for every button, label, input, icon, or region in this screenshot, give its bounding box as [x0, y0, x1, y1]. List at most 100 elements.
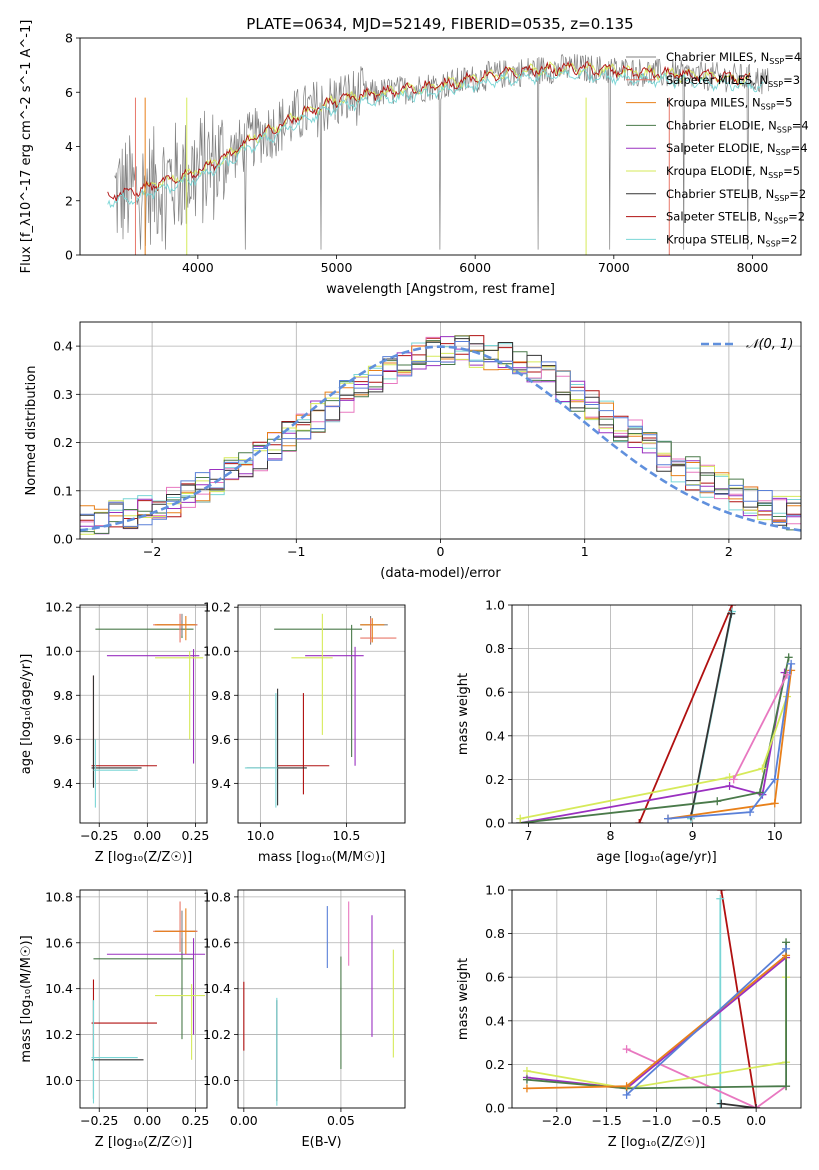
model-line-salpeter-stelib [107, 60, 751, 202]
legend-subscript: SSP [768, 171, 783, 180]
legend-subscript: SSP [769, 57, 784, 66]
x-tick-label: −0.25 [80, 828, 118, 843]
y-axis-label: mass weight [456, 958, 471, 1040]
y-tick-label: 2 [65, 193, 73, 208]
y-tick-label: 9.8 [211, 688, 231, 703]
x-tick-label: 10.0 [246, 828, 274, 843]
legend-entry: Salpeter MILES, NSSP=3 [666, 73, 800, 89]
x-tick-label: 9 [689, 828, 697, 843]
panel-spectrum: 4000 5000 6000 7000 8000 0 2 4 6 8 wavelength [Ang… [19, 20, 809, 297]
legend-entry: Salpeter STELIB, NSSP=2 [666, 210, 805, 226]
y-tick-label: 10.6 [45, 935, 73, 950]
legend-count: =4 [791, 141, 808, 155]
legend-entry: Kroupa STELIB, NSSP=2 [666, 232, 797, 248]
x-tick-label: 0.00 [133, 1113, 161, 1128]
legend-count: =5 [783, 164, 800, 178]
x-tick-label: 0.0 [746, 1113, 766, 1128]
legend-entry: 𝒩(0, 1) [746, 337, 793, 352]
y-tick-label: 0.3 [53, 387, 73, 402]
plot-area-EBV-mass [243, 901, 394, 1106]
y-tick-label: 10.2 [45, 1027, 73, 1042]
grid-Z-age [80, 605, 207, 823]
plot-area-age-weight [516, 605, 796, 823]
y-tick-label: 9.4 [211, 776, 231, 791]
y-axis-label: Flux [f_λ10^-17 erg cm^-2 s^-1 A^-1] [19, 20, 34, 274]
x-axis-label: Z [log₁₀(Z/Z☉)] [608, 1135, 705, 1150]
panel-age-weight: 7 8 9 10 0.0 0.2 0.4 0.6 0.8 1.0 age [log₁₀(age/yr… [456, 598, 802, 865]
panel-EBV-mass: 0.00 0.05 10.0 10.2 10.4 10.6 10.8 E(B-V) [203, 889, 406, 1150]
y-tick-label: 9.6 [211, 732, 231, 747]
legend-count: =5 [776, 96, 793, 110]
legend-entry: Chabrier STELIB, NSSP=2 [666, 187, 806, 203]
axes-frame [79, 604, 208, 824]
y-tick-label: 8 [65, 31, 73, 46]
legend-entry: Chabrier ELODIE, NSSP=4 [666, 118, 809, 134]
y-tick-label: 0.8 [485, 641, 505, 656]
y-axis-label: mass weight [456, 673, 471, 755]
weight-line-7 [625, 948, 787, 1096]
x-tick-label: 2 [725, 544, 733, 559]
y-tick-label: 0.2 [485, 772, 505, 787]
x-tick-label: 0.25 [182, 828, 210, 843]
panel-Z-age: −0.25 0.00 0.25 9.4 9.6 9.8 10.0 10.2 Z [log₁₀(Z… [19, 600, 209, 865]
x-axis-label: (data-model)/error [380, 566, 501, 581]
y-tick-label: 4 [65, 139, 73, 154]
grid-age-weight [512, 604, 801, 824]
y-tick-label: 0.6 [485, 685, 505, 700]
y-tick-label: 0.2 [53, 435, 73, 450]
y-tick-label: 10.0 [203, 644, 231, 659]
weight-line-8 [721, 1102, 757, 1108]
legend-entry: Kroupa MILES, NSSP=5 [666, 96, 792, 112]
y-axis-label: Normed distribution [24, 366, 39, 496]
weight-line-2 [626, 1048, 787, 1108]
y-tick-label: 9.6 [53, 732, 73, 747]
legend-count: =2 [788, 210, 805, 224]
y-tick-label: 0.0 [485, 816, 505, 831]
y-tick-label: 10.2 [203, 600, 231, 615]
axes-frame [237, 604, 406, 824]
x-tick-label: 7 [524, 828, 532, 843]
x-tick-label: 0.05 [327, 1113, 355, 1128]
figure-title: PLATE=0634, MJD=52149, FIBERID=0535, z=0… [246, 15, 633, 33]
x-tick-label: 0.00 [133, 828, 161, 843]
x-tick-label: 7000 [598, 260, 630, 275]
x-tick-label: 0.25 [182, 1113, 210, 1128]
spectrum-data-line [114, 53, 769, 250]
weight-line-8 [732, 674, 788, 780]
y-tick-label: 0.1 [53, 483, 73, 498]
legend-count: =2 [781, 232, 798, 246]
axes-frame [79, 321, 802, 540]
plot-area-spectrum [107, 53, 769, 255]
y-tick-label: 0.6 [485, 970, 505, 985]
x-tick-label: −1.5 [591, 1113, 621, 1128]
x-tick-label: 10 [767, 828, 783, 843]
panel-Z-weight: −2.0 −1.5 −1.0 −0.5 0.0 0.0 0.2 0.4 0.6 0.8 1.0 Z [… [456, 883, 802, 1150]
normal-curve [80, 345, 801, 532]
histogram-8 [80, 341, 801, 528]
x-tick-label: 4000 [182, 260, 214, 275]
legend-entry: Kroupa ELODIE, NSSP=5 [666, 164, 800, 180]
legend-entry: Salpeter ELODIE, NSSP=4 [666, 141, 808, 157]
y-tick-label: 9.4 [53, 776, 73, 791]
x-tick-label: −1.0 [641, 1113, 671, 1128]
grid-EBV-mass [238, 890, 405, 1108]
legend-subscript: SSP [777, 125, 792, 134]
panel-Z-mass: −0.25 0.00 0.25 10.0 10.2 10.4 10.6 10.8 Z [log₁… [19, 889, 209, 1150]
y-tick-label: 10.4 [203, 981, 231, 996]
y-tick-label: 0.8 [485, 926, 505, 941]
x-tick-label: 6000 [459, 260, 491, 275]
legend-entry: Chabrier MILES, NSSP=4 [666, 50, 801, 66]
x-axis-label: mass [log₁₀(M/M☉)] [258, 850, 385, 865]
plot-area-residuals [80, 335, 801, 535]
y-tick-label: 0 [65, 248, 73, 263]
y-tick-label: 0.4 [485, 1013, 505, 1028]
x-axis-label: wavelength [Angstrom, rest frame] [326, 282, 555, 297]
axes-frame [79, 37, 802, 256]
x-tick-label: 0.00 [230, 1113, 258, 1128]
plot-area-Z-mass [91, 901, 206, 1104]
y-tick-label: 1.0 [485, 883, 505, 898]
weight-line-5 [520, 696, 788, 820]
plot-area-mass-age [244, 613, 397, 808]
legend-subscript: SSP [773, 217, 788, 226]
